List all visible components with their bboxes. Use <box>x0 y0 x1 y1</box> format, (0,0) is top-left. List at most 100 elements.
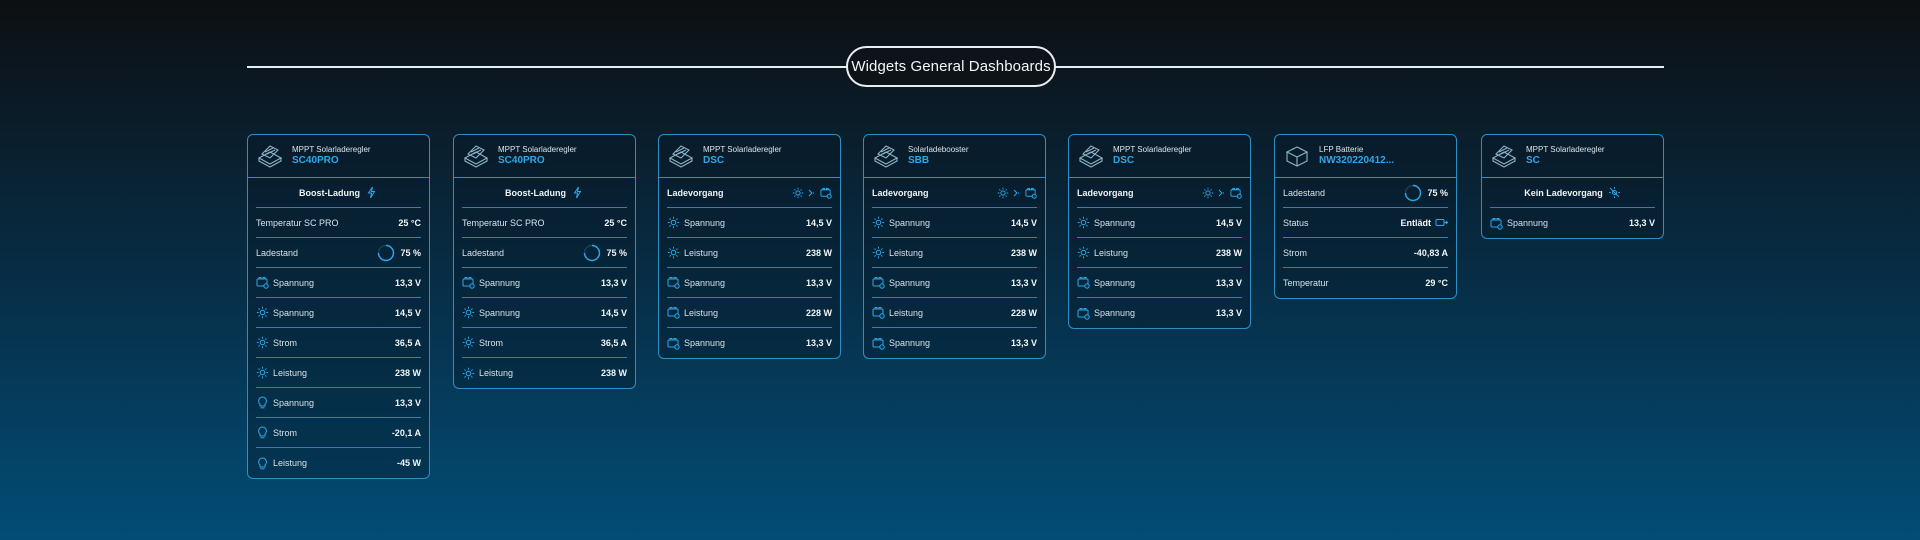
battery-icon <box>667 337 680 350</box>
row-value: 25 °C <box>398 217 421 228</box>
widget-card-dsc-1[interactable]: MPPT Solarladeregler DSC Ladevorgang Spa… <box>658 134 841 359</box>
row-value: 14,5 V <box>805 217 832 228</box>
data-row: Spannung 13,3 V <box>256 388 421 418</box>
sun-icon <box>462 367 475 380</box>
battery-icon <box>1230 187 1242 199</box>
arrow-right-icon <box>1011 187 1023 199</box>
row-label: Temperatur SC PRO <box>462 217 545 228</box>
charge-status-row: Ladevorgang <box>667 178 832 208</box>
row-label: Spannung <box>889 338 931 348</box>
no-charge-icon <box>1608 186 1621 199</box>
data-row: Ladestand 75 % <box>462 238 627 268</box>
row-value: 228 W <box>1010 307 1037 318</box>
row-value: 228 W <box>805 307 832 318</box>
row-value: -20,1 A <box>391 427 421 438</box>
sun-icon <box>872 246 885 259</box>
widget-card-sbb[interactable]: Solarladebooster SBB Ladevorgang Spannun… <box>863 134 1046 359</box>
device-type: LFP Batterie <box>1319 145 1364 155</box>
row-label: Leistung <box>684 247 719 258</box>
row-label: Spannung <box>273 307 315 318</box>
battery-icon <box>872 276 885 289</box>
title-divider-right <box>1054 66 1664 68</box>
battery-icon <box>872 337 885 350</box>
row-label: Leistung <box>273 458 308 468</box>
row-label: Strom <box>479 337 504 348</box>
row-value: 13,3 V <box>1010 277 1037 288</box>
sun-icon <box>1077 246 1090 259</box>
data-row: Strom 36,5 A <box>256 328 421 358</box>
data-row: Spannung 14,5 V <box>1077 208 1242 238</box>
data-row: Spannung 13,3 V <box>872 328 1037 358</box>
data-row: Leistung 238 W <box>462 358 627 388</box>
row-label: Temperatur SC PRO <box>256 217 339 228</box>
battery-icon <box>462 276 475 289</box>
battery-icon <box>1490 217 1503 230</box>
widget-card-lfp-battery[interactable]: LFP Batterie NW32022041​2... Ladestand 75… <box>1274 134 1457 299</box>
device-type: MPPT Solarladeregler <box>1526 145 1605 155</box>
data-row: Spannung 13,3 V <box>462 268 627 298</box>
sun-icon <box>462 306 475 319</box>
data-row: Leistung 228 W <box>872 298 1037 328</box>
row-label: Ladestand <box>256 247 299 258</box>
device-name: SC <box>1526 155 1540 167</box>
solar-controller-icon <box>256 142 284 170</box>
sun-icon <box>1202 187 1214 199</box>
row-value: 13,3 V <box>1215 277 1242 288</box>
data-row: Temperatur 29 °C <box>1283 268 1448 298</box>
data-row: Leistung 238 W <box>256 358 421 388</box>
title-divider-left <box>247 66 847 68</box>
row-label: Spannung <box>479 277 521 288</box>
row-value: 13,3 V <box>1010 338 1037 348</box>
row-label: Spannung <box>1094 277 1136 288</box>
row-label: Leistung <box>273 367 308 378</box>
widget-card-sc40pro-2[interactable]: MPPT Solarladeregler SC40PRO Boost-Ladun… <box>453 134 636 389</box>
sun-icon <box>792 187 804 199</box>
battery-box-icon <box>1283 142 1311 170</box>
flow-indicator <box>792 187 832 199</box>
card-header: MPPT Solarladeregler DSC <box>659 135 840 178</box>
row-label: Leistung <box>889 247 924 258</box>
row-label: Strom <box>273 337 298 348</box>
widget-card-sc40pro-1[interactable]: MPPT Solarladeregler SC40PRO Boost-Ladun… <box>247 134 430 479</box>
row-value: 238 W <box>805 247 832 258</box>
flow-indicator <box>997 187 1037 199</box>
device-type: MPPT Solarladeregler <box>1113 145 1192 155</box>
row-label: Spannung <box>1094 308 1136 318</box>
row-label: Spannung <box>684 277 726 288</box>
data-row: Leistung 238 W <box>667 238 832 268</box>
data-row: Strom 36,5 A <box>462 328 627 358</box>
bulb-icon <box>256 396 269 409</box>
sun-icon <box>872 216 885 229</box>
solar-controller-icon <box>1490 142 1518 170</box>
row-label: Status <box>1283 217 1309 228</box>
row-label: Spannung <box>479 307 521 318</box>
device-type: Solarladebooster <box>908 145 969 155</box>
card-header: Solarladebooster SBB <box>864 135 1045 178</box>
device-type: MPPT Solarladeregler <box>292 145 371 155</box>
sun-icon <box>462 336 475 349</box>
row-label: Ladestand <box>1283 187 1326 198</box>
row-value: 13,3 V <box>394 397 421 408</box>
battery-icon <box>667 276 680 289</box>
data-row: Strom -20,1 A <box>256 418 421 448</box>
data-row: Spannung 13,3 V <box>256 268 421 298</box>
card-header: MPPT Solarladeregler SC40PRO <box>454 135 635 178</box>
row-value: 75 % <box>400 247 421 258</box>
sun-icon <box>1077 216 1090 229</box>
row-value: 13,3 V <box>1628 218 1655 228</box>
widget-card-sc[interactable]: MPPT Solarladeregler SC Kein Ladevorgang… <box>1481 134 1664 239</box>
row-value: 13,3 V <box>600 277 627 288</box>
data-row: Leistung 238 W <box>1077 238 1242 268</box>
flow-indicator <box>1202 187 1242 199</box>
page-title: Widgets General Dashboards <box>846 46 1056 87</box>
sun-icon <box>997 187 1009 199</box>
charge-status-row: Boost-Ladung <box>256 178 421 208</box>
row-value: 13,3 V <box>805 277 832 288</box>
widget-card-dsc-2[interactable]: MPPT Solarladeregler DSC Ladevorgang Spa… <box>1068 134 1251 329</box>
solar-controller-icon <box>1077 142 1105 170</box>
charge-status: Ladevorgang <box>667 187 724 198</box>
data-row: Ladestand 75 % <box>256 238 421 268</box>
device-type: MPPT Solarladeregler <box>498 145 577 155</box>
card-header: MPPT Solarladeregler DSC <box>1069 135 1250 178</box>
charge-status-row: Boost-Ladung <box>462 178 627 208</box>
